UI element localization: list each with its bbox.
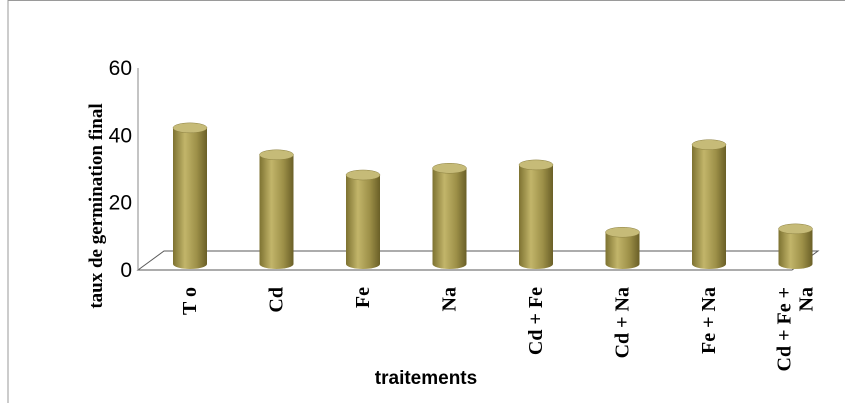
x-tick-label-line: Fe <box>352 287 374 308</box>
bar <box>518 159 554 269</box>
bar-body <box>605 232 640 269</box>
x-tick-label: Cd + Na <box>612 287 634 358</box>
bar <box>778 223 813 269</box>
y-axis-ticks: 0 20 40 60 <box>109 57 132 282</box>
bar-top <box>605 226 640 238</box>
x-tick-label: Cd <box>266 287 288 313</box>
chart-border <box>7 0 845 403</box>
bar-top <box>432 163 467 174</box>
y-tick-label: 20 <box>109 192 132 215</box>
bar-top <box>518 159 554 171</box>
x-tick-label: T o <box>179 287 201 315</box>
y-tick-label: 0 <box>120 259 132 282</box>
x-tick-label: Cd + Fe +Na <box>774 287 818 371</box>
x-tick-label-line: T o <box>179 287 201 315</box>
y-axis-label: taux de germination final <box>86 103 107 308</box>
x-tick-label: Cd + Fe <box>525 287 547 355</box>
y-tick-label: 40 <box>109 124 132 147</box>
bar-series <box>172 122 813 269</box>
x-axis-label: traitements <box>375 368 477 389</box>
bar-body <box>346 175 380 269</box>
x-tick-label-line: Na <box>796 287 818 311</box>
x-tick-label: Fe <box>352 287 374 308</box>
chart-floor <box>136 250 820 271</box>
bar-top <box>778 223 813 235</box>
bar-top <box>172 122 208 134</box>
bar-top <box>345 169 381 181</box>
y-tick-label: 60 <box>109 57 132 80</box>
x-tick-label-line: Cd + Na <box>612 287 634 358</box>
x-tick-label-line: Fe + Na <box>698 287 720 354</box>
x-axis-categories: T o Cd Fe Na Cd + Fe Cd + Na Fe + Na Cd + Fe +N… <box>179 287 818 372</box>
bar-body <box>692 144 726 269</box>
x-tick-label-line: Cd <box>266 287 288 313</box>
x-tick-label: Fe + Na <box>698 287 720 354</box>
bar-body <box>778 228 813 269</box>
x-tick-label: Na <box>439 287 461 311</box>
bar <box>691 139 727 269</box>
bar <box>259 149 294 269</box>
bar-body <box>432 168 467 269</box>
bar-top <box>691 139 727 150</box>
x-tick-label-line: Cd + Fe + <box>774 287 796 371</box>
bar-body <box>173 127 207 269</box>
bar <box>605 226 640 269</box>
bar <box>345 169 381 269</box>
x-tick-label-line: Cd + Fe <box>525 287 547 355</box>
bar <box>432 163 467 269</box>
bar-top <box>259 149 294 161</box>
bar-body <box>259 154 294 269</box>
bar <box>172 122 208 269</box>
x-tick-label-line: Na <box>439 287 461 311</box>
bar-body <box>519 164 553 269</box>
